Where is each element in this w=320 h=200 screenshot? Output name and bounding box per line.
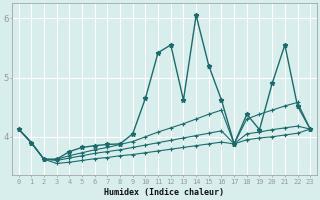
X-axis label: Humidex (Indice chaleur): Humidex (Indice chaleur) [104,188,224,197]
